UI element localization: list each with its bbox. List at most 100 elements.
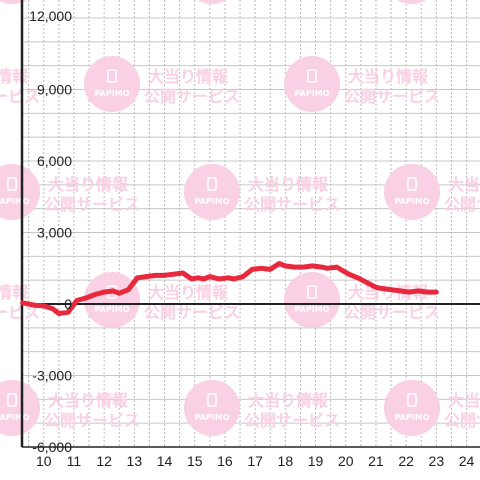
x-tick-label: 12 (96, 453, 112, 469)
data-point (381, 288, 383, 290)
phone-icon (107, 69, 117, 83)
data-point (417, 290, 419, 292)
data-point (366, 282, 368, 284)
watermark-logo-text: PAPIMO (295, 89, 330, 98)
data-point (342, 270, 344, 272)
watermark-logo-icon (384, 380, 440, 436)
data-point (43, 305, 45, 307)
phone-icon (407, 393, 417, 407)
x-tick-label: 10 (36, 453, 52, 469)
data-point (284, 265, 286, 267)
data-point (233, 278, 235, 280)
x-tick-label: 21 (368, 453, 384, 469)
data-point (269, 268, 271, 270)
watermark-subtitle: 公開サービス (244, 195, 340, 214)
data-point (336, 266, 338, 268)
data-point (85, 297, 87, 299)
watermark-logo-icon (0, 164, 40, 220)
watermark: PAPIMO大当り情報公開サービスPAPIMO大当り情報公開サービスPAPIMO… (0, 0, 480, 436)
watermark-logo-text: PAPIMO (95, 89, 130, 98)
data-point (218, 278, 220, 280)
watermark-logo-text: PAPIMO (395, 413, 430, 422)
y-tick-label: 3,000 (37, 225, 72, 241)
data-point (321, 266, 323, 268)
data-point (182, 272, 184, 274)
watermark-logo-text: PAPIMO (395, 197, 430, 206)
watermark-logo-text: PAPIMO (0, 413, 30, 422)
data-point (103, 291, 105, 293)
x-tick-label: 19 (308, 453, 324, 469)
y-tick-label: 12,000 (29, 8, 72, 24)
phone-icon (7, 177, 17, 191)
data-point (94, 293, 96, 295)
x-tick-label: 14 (157, 453, 173, 469)
watermark-logo-icon (0, 380, 40, 436)
data-point (203, 278, 205, 280)
watermark-logo-icon (284, 272, 340, 328)
x-tick-label: 22 (398, 453, 414, 469)
data-point (127, 289, 129, 291)
watermark-title: 大当り情報 (148, 67, 229, 86)
watermark-logo-icon (84, 56, 140, 112)
data-point (145, 276, 147, 278)
data-point (112, 290, 114, 292)
x-tick-label: 18 (278, 453, 294, 469)
watermark-subtitle: 公開サービス (0, 303, 40, 322)
x-tick-label: 11 (67, 453, 82, 469)
watermark-logo-text: PAPIMO (0, 197, 30, 206)
phone-icon (407, 177, 417, 191)
watermark-logo-icon (84, 272, 140, 328)
y-tick-label: 0 (64, 296, 72, 312)
watermark-subtitle: 公開サービス (244, 411, 340, 430)
watermark-title: 大当り情報 (348, 283, 429, 302)
data-point (260, 267, 262, 269)
data-point (435, 291, 437, 293)
data-point (197, 277, 199, 279)
data-point (67, 311, 69, 313)
watermark-subtitle: 公開サービス (44, 411, 140, 430)
watermark-logo-icon (0, 0, 27, 4)
phone-icon (307, 285, 317, 299)
watermark-subtitle: 公開サービス (44, 195, 140, 214)
phone-icon (7, 393, 17, 407)
data-point (293, 266, 295, 268)
watermark-logo-icon (184, 164, 240, 220)
data-point (278, 262, 280, 264)
data-point (408, 291, 410, 293)
watermark-subtitle: 公開サービス (0, 87, 40, 106)
data-point (242, 276, 244, 278)
data-point (327, 267, 329, 269)
watermark-title: 大当り情報 (0, 67, 29, 86)
watermark-title: 大当り情報 (0, 283, 29, 302)
watermark-logo-text: PAPIMO (195, 197, 230, 206)
data-point (209, 276, 211, 278)
phone-icon (307, 69, 317, 83)
watermark-logo-icon (184, 380, 240, 436)
data-point (191, 278, 193, 280)
data-point (390, 289, 392, 291)
grid (22, 0, 480, 448)
watermark-title: 大当り情報 (148, 283, 229, 302)
data-point (58, 313, 60, 315)
watermark-title: 大当り情報 (48, 175, 129, 194)
data-point (136, 277, 138, 279)
watermark-logo-text: PAPIMO (195, 413, 230, 422)
data-point (426, 291, 428, 293)
x-tick-label: 20 (338, 453, 354, 469)
series-line (20, 261, 439, 316)
x-tick-label: 17 (247, 453, 263, 469)
data-point (302, 266, 304, 268)
